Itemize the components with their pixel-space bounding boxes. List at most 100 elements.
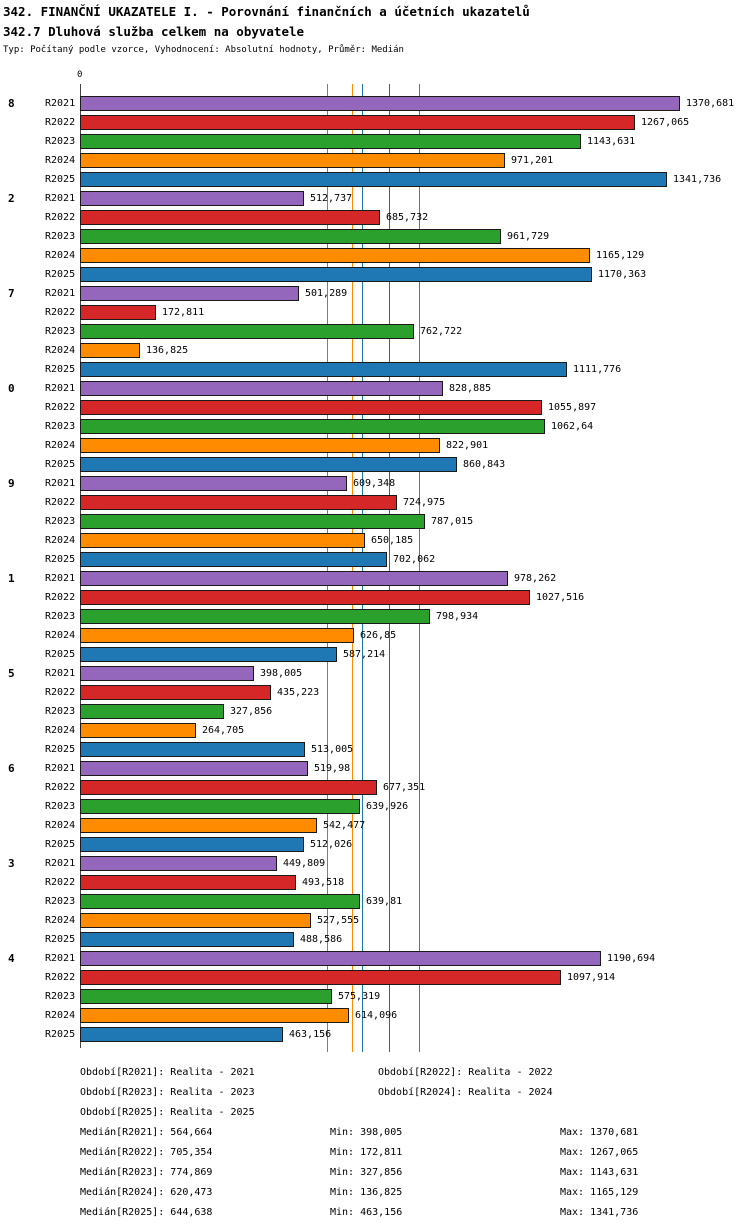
bar-value-2-R2021: 512,737 bbox=[310, 193, 353, 204]
bar-9-R2024 bbox=[80, 533, 365, 548]
group-label-9: 9 bbox=[8, 477, 15, 490]
bar-5-R2023 bbox=[80, 704, 224, 719]
bar-2-R2022 bbox=[80, 210, 380, 225]
bar-5-R2021 bbox=[80, 666, 254, 681]
row-label-9-R2024: R2024 bbox=[45, 535, 76, 546]
group-label-3: 3 bbox=[8, 857, 15, 870]
bar-value-1-R2025: 587,214 bbox=[343, 649, 386, 660]
row-label-2-R2023: R2023 bbox=[45, 231, 76, 242]
row-label-6-R2025: R2025 bbox=[45, 839, 76, 850]
row-label-6-R2022: R2022 bbox=[45, 782, 76, 793]
row-label-1-R2023: R2023 bbox=[45, 611, 76, 622]
bar-5-R2025 bbox=[80, 742, 305, 757]
bar-value-5-R2022: 435,223 bbox=[277, 687, 320, 698]
bar-2-R2024 bbox=[80, 248, 590, 263]
legend-period-0: Období[R2021]: Realita - 2021 bbox=[80, 1067, 255, 1078]
row-label-4-R2024: R2024 bbox=[45, 1010, 76, 1021]
x-axis-zero-label: 0 bbox=[77, 70, 83, 80]
bar-value-9-R2025: 702,062 bbox=[393, 554, 436, 565]
bar-value-0-R2023: 1062,64 bbox=[551, 421, 594, 432]
bar-1-R2022 bbox=[80, 590, 530, 605]
median-line-R2024 bbox=[351, 84, 353, 1052]
bar-value-1-R2024: 626,85 bbox=[360, 630, 397, 641]
stat-min-row-2: Min: 327,856 bbox=[330, 1167, 403, 1178]
row-label-4-R2021: R2021 bbox=[45, 953, 76, 964]
bar-3-R2025 bbox=[80, 932, 294, 947]
report-meta: Typ: Počítaný podle vzorce, Vyhodnocení:… bbox=[3, 45, 404, 55]
bar-3-R2022 bbox=[80, 875, 296, 890]
group-label-0: 0 bbox=[8, 382, 15, 395]
row-label-9-R2025: R2025 bbox=[45, 554, 76, 565]
row-label-4-R2025: R2025 bbox=[45, 1029, 76, 1040]
bar-value-3-R2021: 449,809 bbox=[283, 858, 326, 869]
stat-max-row-0: Max: 1370,681 bbox=[560, 1127, 639, 1138]
bar-3-R2021 bbox=[80, 856, 277, 871]
bar-value-0-R2022: 1055,897 bbox=[548, 402, 597, 413]
bar-value-1-R2023: 798,934 bbox=[436, 611, 479, 622]
bar-0-R2024 bbox=[80, 438, 440, 453]
bar-1-R2025 bbox=[80, 647, 337, 662]
bar-value-6-R2024: 542,477 bbox=[323, 820, 366, 831]
bar-4-R2022 bbox=[80, 970, 561, 985]
row-label-7-R2025: R2025 bbox=[45, 364, 76, 375]
bar-value-5-R2025: 513,005 bbox=[311, 744, 354, 755]
row-label-2-R2022: R2022 bbox=[45, 212, 76, 223]
bar-value-3-R2022: 493,518 bbox=[302, 877, 345, 888]
stat-max-row-2: Max: 1143,631 bbox=[560, 1167, 639, 1178]
bar-9-R2021 bbox=[80, 476, 347, 491]
bar-9-R2025 bbox=[80, 552, 387, 567]
stat-median-row-1: Medián[R2022]: 705,354 bbox=[80, 1147, 213, 1158]
bar-value-7-R2025: 1111,776 bbox=[573, 364, 622, 375]
bar-value-7-R2022: 172,811 bbox=[162, 307, 205, 318]
row-label-3-R2022: R2022 bbox=[45, 877, 76, 888]
stat-min-row-4: Min: 463,156 bbox=[330, 1207, 403, 1218]
bar-4-R2023 bbox=[80, 989, 332, 1004]
bar-value-2-R2025: 1170,363 bbox=[598, 269, 647, 280]
row-label-3-R2025: R2025 bbox=[45, 934, 76, 945]
bar-6-R2025 bbox=[80, 837, 304, 852]
bar-7-R2024 bbox=[80, 343, 140, 358]
bar-value-6-R2023: 639,926 bbox=[366, 801, 409, 812]
report-subtitle: 342.7 Dluhová služba celkem na obyvatele bbox=[3, 24, 305, 39]
bar-6-R2022 bbox=[80, 780, 377, 795]
bar-8-R2024 bbox=[80, 153, 505, 168]
row-label-8-R2021: R2021 bbox=[45, 98, 76, 109]
group-label-8: 8 bbox=[8, 97, 15, 110]
stat-max-row-1: Max: 1267,065 bbox=[560, 1147, 639, 1158]
bar-value-2-R2022: 685,732 bbox=[386, 212, 429, 223]
bar-5-R2022 bbox=[80, 685, 271, 700]
bar-value-4-R2023: 575,319 bbox=[338, 991, 381, 1002]
bar-6-R2021 bbox=[80, 761, 308, 776]
bar-6-R2024 bbox=[80, 818, 317, 833]
bar-value-0-R2025: 860,843 bbox=[463, 459, 506, 470]
row-label-0-R2023: R2023 bbox=[45, 421, 76, 432]
row-label-9-R2021: R2021 bbox=[45, 478, 76, 489]
group-label-7: 7 bbox=[8, 287, 15, 300]
row-label-2-R2025: R2025 bbox=[45, 269, 76, 280]
bar-9-R2022 bbox=[80, 495, 397, 510]
bar-7-R2022 bbox=[80, 305, 156, 320]
bar-value-6-R2025: 512,026 bbox=[310, 839, 353, 850]
bar-1-R2021 bbox=[80, 571, 508, 586]
median-line-R2021 bbox=[327, 84, 329, 1052]
group-label-5: 5 bbox=[8, 667, 15, 680]
bar-value-8-R2022: 1267,065 bbox=[641, 117, 690, 128]
bar-value-5-R2024: 264,705 bbox=[202, 725, 245, 736]
row-label-8-R2023: R2023 bbox=[45, 136, 76, 147]
bar-8-R2021 bbox=[80, 96, 680, 111]
bar-value-3-R2025: 488,586 bbox=[300, 934, 343, 945]
bar-3-R2023 bbox=[80, 894, 360, 909]
row-label-0-R2025: R2025 bbox=[45, 459, 76, 470]
group-label-4: 4 bbox=[8, 952, 15, 965]
bar-5-R2024 bbox=[80, 723, 196, 738]
row-label-9-R2023: R2023 bbox=[45, 516, 76, 527]
stat-median-row-0: Medián[R2021]: 564,664 bbox=[80, 1127, 213, 1138]
bar-value-0-R2024: 822,901 bbox=[446, 440, 489, 451]
row-label-8-R2025: R2025 bbox=[45, 174, 76, 185]
row-label-1-R2021: R2021 bbox=[45, 573, 76, 584]
row-label-9-R2022: R2022 bbox=[45, 497, 76, 508]
bar-value-3-R2023: 639,81 bbox=[366, 896, 403, 907]
bar-value-4-R2025: 463,156 bbox=[289, 1029, 332, 1040]
bar-4-R2024 bbox=[80, 1008, 349, 1023]
row-label-1-R2025: R2025 bbox=[45, 649, 76, 660]
